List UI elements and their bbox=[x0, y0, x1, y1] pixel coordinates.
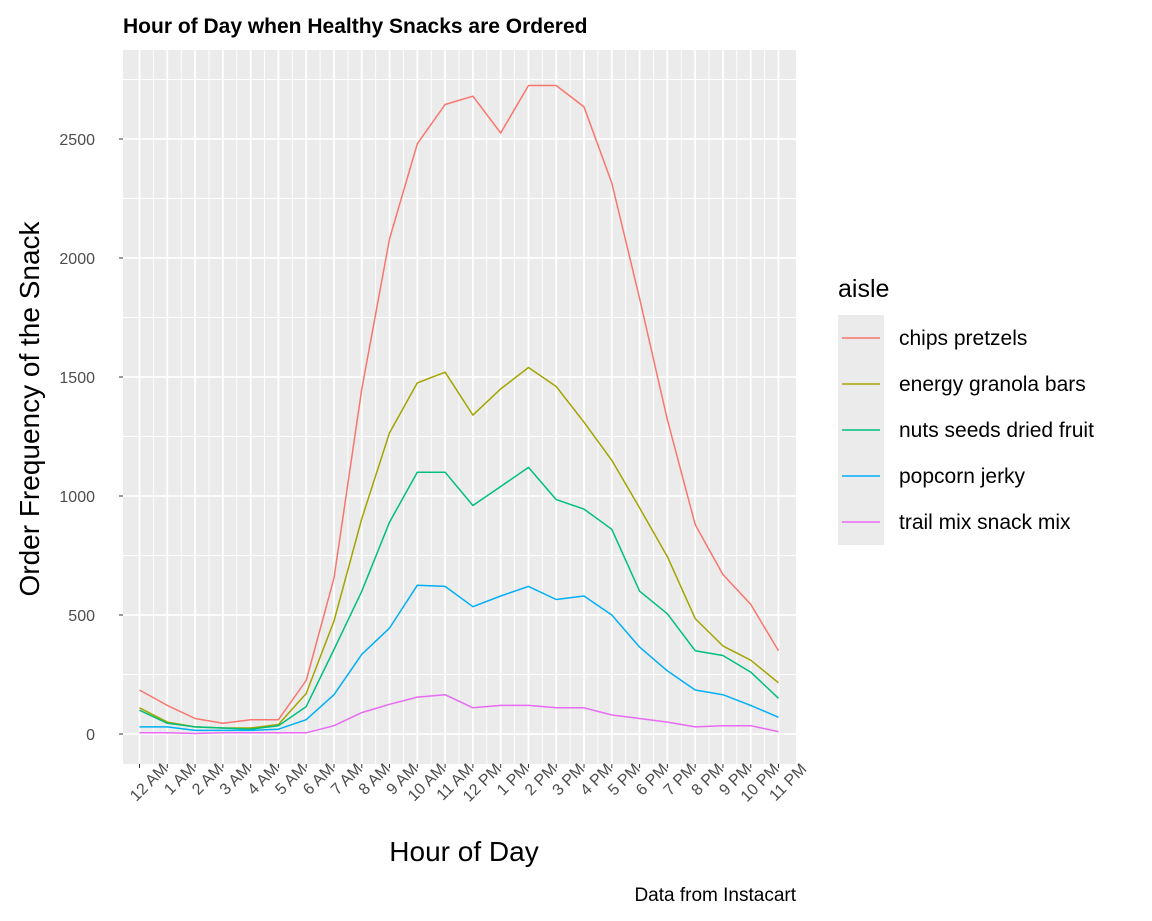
caption: Data from Instacart bbox=[634, 885, 796, 906]
x-tick-label: 4 PM bbox=[577, 761, 615, 799]
plot-panel bbox=[123, 50, 796, 764]
y-tick-label: 2000 bbox=[59, 251, 95, 268]
series-line-trail-mix-snack-mix bbox=[139, 693, 779, 735]
y-tick-label: 2500 bbox=[59, 132, 95, 149]
series-line-nuts-seeds-dried-fruit bbox=[139, 466, 780, 730]
y-axis-ticks: 0 500 1000 1500 2000 2500 bbox=[59, 132, 123, 744]
grid-minor bbox=[123, 50, 796, 764]
series-line-energy-granola-bars bbox=[139, 366, 779, 729]
series-lines bbox=[139, 84, 780, 735]
legend-label: trail mix snack mix bbox=[899, 511, 1071, 534]
y-tick-label: 1500 bbox=[59, 370, 95, 387]
x-tick-label: 1 PM bbox=[494, 761, 532, 799]
chart-title: Hour of Day when Healthy Snacks are Orde… bbox=[123, 15, 587, 38]
legend-label: chips pretzels bbox=[899, 327, 1027, 350]
y-tick-label: 0 bbox=[86, 727, 95, 744]
series-line-popcorn-jerky bbox=[139, 584, 779, 732]
x-axis-ticks: 12 AM1 AM2 AM3 AM4 AM5 AM6 AM7 AM8 AM9 A… bbox=[127, 761, 810, 806]
x-tick-label: 3 PM bbox=[550, 761, 588, 799]
y-axis-title: Order Frequency of the Snack bbox=[14, 220, 45, 596]
legend-title: aisle bbox=[838, 275, 889, 303]
x-tick-label: 7 PM bbox=[661, 761, 699, 799]
x-axis-title: Hour of Day bbox=[389, 836, 538, 867]
legend: aisle chips pretzels energy granola bars n… bbox=[838, 275, 1094, 545]
grid-major bbox=[123, 50, 796, 764]
x-tick-label: 6 PM bbox=[633, 761, 671, 799]
legend-items: chips pretzels energy granola bars nuts se… bbox=[838, 315, 1094, 545]
legend-label: energy granola bars bbox=[899, 373, 1086, 396]
legend-label: popcorn jerky bbox=[899, 465, 1026, 488]
y-tick-label: 1000 bbox=[59, 489, 95, 506]
legend-label: nuts seeds dried fruit bbox=[899, 419, 1094, 442]
y-tick-label: 500 bbox=[68, 608, 95, 625]
series-line-chips-pretzels bbox=[139, 84, 780, 725]
x-tick-label: 5 PM bbox=[605, 761, 643, 799]
